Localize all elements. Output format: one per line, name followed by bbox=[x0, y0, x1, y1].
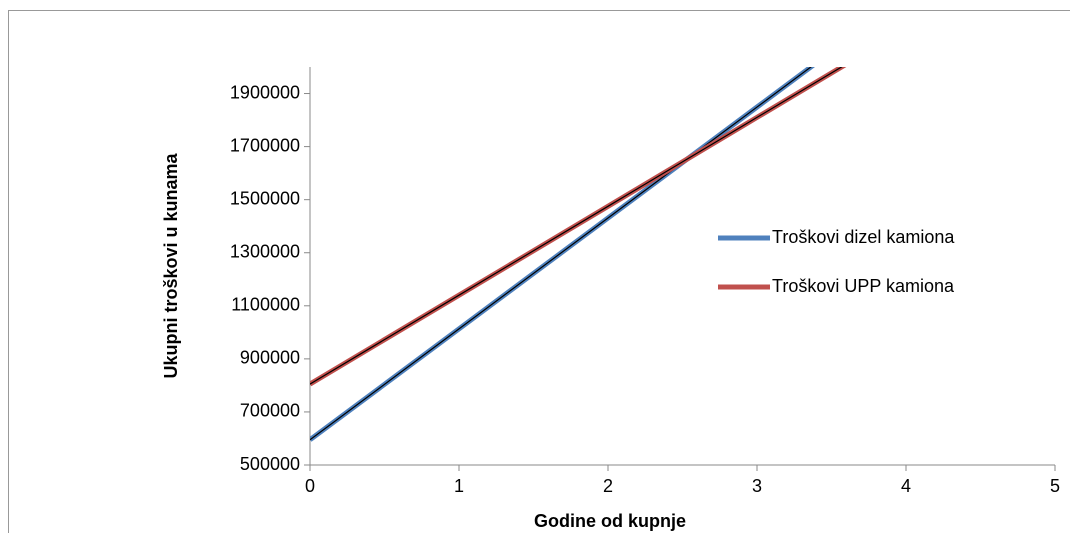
y-tick-label: 1300000 bbox=[230, 241, 300, 261]
x-tick-label: 5 bbox=[1050, 476, 1060, 496]
x-tick-label: 4 bbox=[901, 476, 911, 496]
plot-area bbox=[310, 0, 1055, 440]
y-tick-label: 1100000 bbox=[231, 295, 300, 315]
legend-label: Troškovi dizel kamiona bbox=[772, 227, 955, 247]
legend-label: Troškovi UPP kamiona bbox=[772, 276, 955, 296]
series-line bbox=[310, 0, 1055, 440]
series-line-core bbox=[310, 0, 1055, 440]
y-tick-label: 1900000 bbox=[230, 82, 300, 102]
y-tick-label: 900000 bbox=[240, 348, 300, 368]
x-tick-label: 0 bbox=[305, 476, 315, 496]
x-tick-label: 3 bbox=[752, 476, 762, 496]
y-tick-label: 700000 bbox=[240, 401, 300, 421]
x-tick-label: 1 bbox=[454, 476, 464, 496]
y-tick-label: 1500000 bbox=[230, 188, 300, 208]
x-tick-label: 2 bbox=[603, 476, 613, 496]
series-line-core bbox=[310, 0, 1055, 384]
y-tick-label: 500000 bbox=[240, 454, 300, 474]
y-axis-label: Ukupni troškovi u kunama bbox=[161, 152, 181, 378]
series-line bbox=[310, 0, 1055, 384]
y-tick-label: 1700000 bbox=[230, 135, 300, 155]
x-axis-label: Godine od kupnje bbox=[534, 511, 686, 531]
